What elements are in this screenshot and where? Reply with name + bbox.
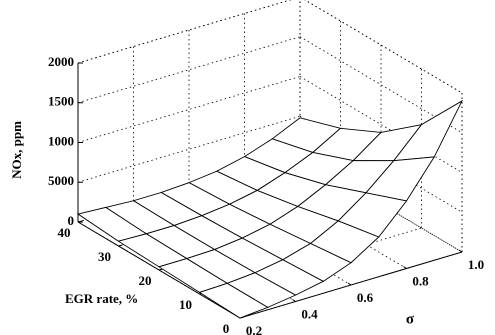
z-tick-label: 2000 [48,54,74,69]
x-axis-label: σ [406,311,415,327]
y-tick-label: 10 [179,297,192,312]
grid-line [77,36,301,104]
x-tick-label: 0.2 [246,323,262,335]
x-tick [403,266,407,269]
x-tick-label: 0.6 [357,290,374,305]
z-axis-label: NOx, ppm [9,121,24,179]
grid-line [77,76,301,143]
y-tick [118,244,123,247]
z-tick-label: 5000 [48,173,74,188]
z-tick-label: 1000 [48,133,74,148]
x-tick-label: 1.0 [468,257,484,272]
x-tick-label: 0.8 [412,273,429,288]
y-tick-label: 40 [58,225,71,240]
z-tick-label: 0 [68,213,75,228]
surface-cell [198,282,269,319]
y-tick-label: 30 [98,249,111,264]
x-tick [458,249,463,253]
y-axis-label: EGR rate, % [65,291,138,306]
y-tick [77,220,83,223]
x-tick [292,299,296,302]
y-tick-label: 20 [139,273,152,288]
z-tick-label: 1500 [48,94,74,109]
y-tick-label: 0 [223,321,230,335]
x-tick [347,282,352,286]
x-tick-label: 0.4 [301,306,318,321]
